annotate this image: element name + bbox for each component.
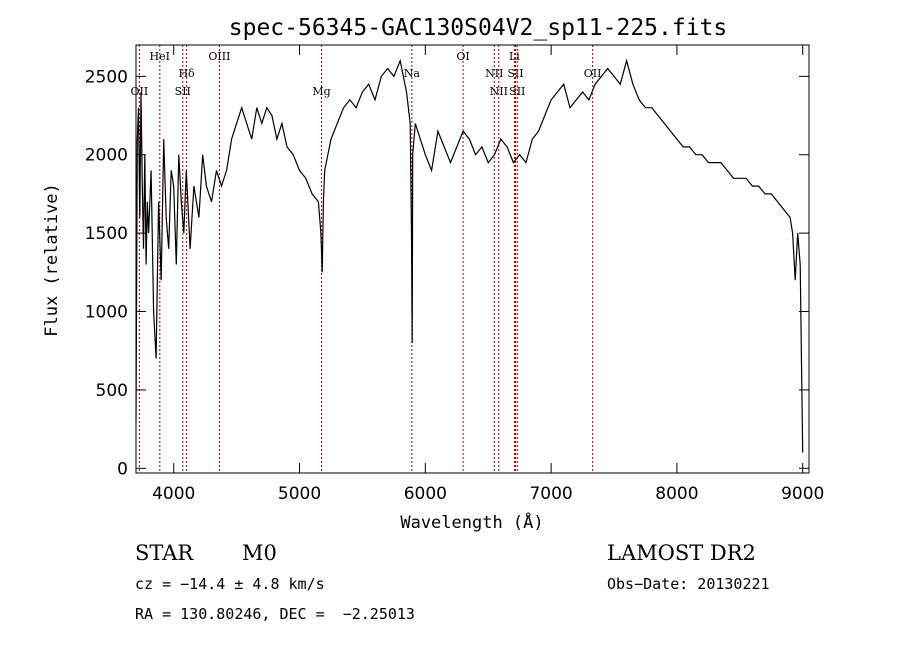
redshift-cz: cz = −14.4 ± 4.8 km/s	[135, 575, 325, 593]
line-marker-label-4: OIII	[208, 50, 230, 63]
y-tick-label-5: 2500	[85, 67, 128, 87]
line-marker-label-8: NII	[485, 67, 503, 80]
y-tick-label-2: 1000	[85, 303, 128, 323]
line-marker-label-7: OI	[456, 50, 469, 63]
y-tick-label-4: 2000	[85, 146, 128, 166]
line-marker-label-12: Li	[509, 50, 520, 63]
line-marker-label-0: OII	[131, 85, 149, 98]
x-tick-label-0: 4000	[152, 484, 195, 504]
line-marker-label-5: Mg	[312, 85, 330, 98]
y-tick-label-3: 1500	[85, 224, 128, 244]
plot-frame	[135, 44, 810, 474]
y-tick-label-1: 500	[96, 381, 128, 401]
chart-title: spec-56345-GAC130S04V2_sp11-225.fits	[229, 15, 728, 41]
coordinates: RA = 130.80246, DEC = −2.25013	[135, 605, 415, 623]
survey-name: LAMOST DR2	[607, 541, 756, 565]
x-axis: 4000 5000 6000 7000 8000 9000	[152, 45, 824, 504]
spectrum-line-0	[135, 58, 804, 453]
object-class: STAR	[135, 541, 194, 565]
line-marker-label-1: HeI	[150, 50, 170, 63]
x-tick-label-4: 8000	[655, 484, 698, 504]
object-subclass: M0	[242, 541, 277, 565]
line-marker-label-6: Na	[404, 67, 421, 80]
series-group	[135, 58, 804, 453]
line-marker-label-11: SII	[509, 85, 525, 98]
x-tick-label-1: 5000	[278, 484, 321, 504]
x-axis-label: Wavelength (Å)	[400, 511, 543, 533]
y-tick-label-0: 0	[117, 459, 128, 479]
line-marker-label-13: OII	[584, 67, 602, 80]
y-axis: 0 500 1000 1500 2000 2500	[85, 67, 809, 479]
x-tick-label-2: 6000	[404, 484, 447, 504]
x-tick-label-3: 7000	[529, 484, 572, 504]
line-marker-label-2: Hδ	[178, 67, 195, 80]
x-tick-label-5: 9000	[781, 484, 824, 504]
line-marker-label-3: SII	[175, 85, 191, 98]
line-marker-label-9: NII	[490, 85, 508, 98]
y-axis-label: Flux (relative)	[42, 183, 62, 337]
observation-date: Obs−Date: 20130221	[607, 575, 770, 593]
line-marker-label-10: SII	[507, 67, 523, 80]
